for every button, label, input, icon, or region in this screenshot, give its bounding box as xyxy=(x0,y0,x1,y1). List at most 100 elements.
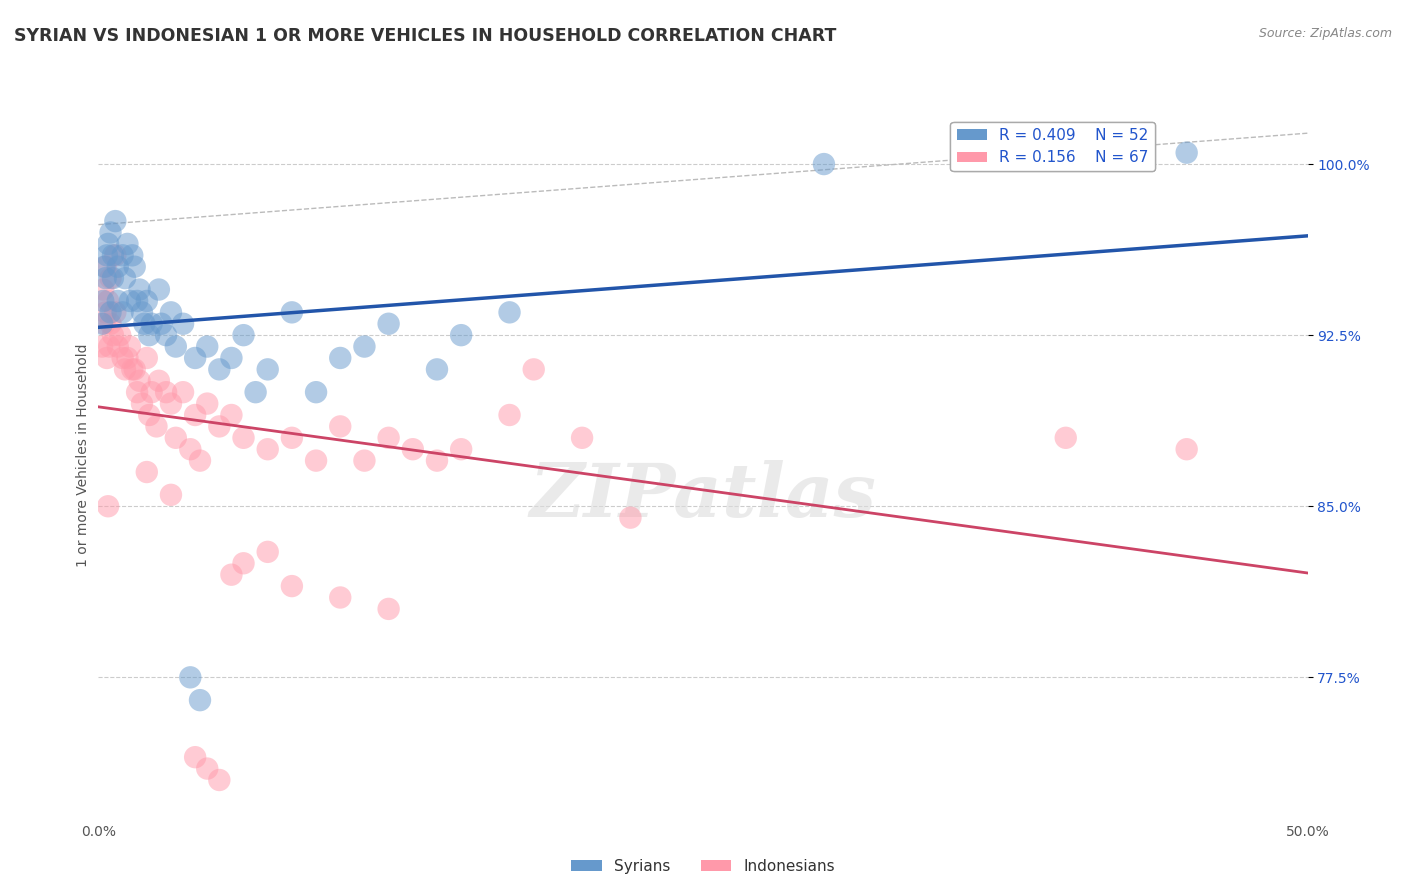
Point xyxy=(96,248,118,262)
Point xyxy=(127,385,149,400)
Point xyxy=(184,351,207,365)
Point xyxy=(100,226,122,240)
Point xyxy=(353,453,375,467)
Point xyxy=(91,283,114,297)
Point xyxy=(111,351,134,365)
Point xyxy=(107,260,129,274)
Point xyxy=(281,579,304,593)
Point xyxy=(124,260,146,274)
Point xyxy=(111,248,134,262)
Point xyxy=(111,305,134,319)
Point xyxy=(98,340,121,354)
Point xyxy=(100,317,122,331)
Point xyxy=(160,396,183,410)
Point xyxy=(124,362,146,376)
Point xyxy=(91,317,114,331)
Point xyxy=(131,396,153,410)
Point xyxy=(131,305,153,319)
Point xyxy=(121,362,143,376)
Point xyxy=(619,510,641,524)
Point xyxy=(121,248,143,262)
Point xyxy=(93,317,115,331)
Point xyxy=(353,340,375,354)
Point xyxy=(329,591,352,605)
Point xyxy=(1054,431,1077,445)
Point xyxy=(94,271,117,285)
Point xyxy=(426,362,449,376)
Point xyxy=(184,408,207,422)
Point xyxy=(141,385,163,400)
Point xyxy=(150,317,173,331)
Legend: R = 0.409    N = 52, R = 0.156    N = 67: R = 0.409 N = 52, R = 0.156 N = 67 xyxy=(950,121,1154,171)
Point xyxy=(165,431,187,445)
Point xyxy=(221,408,243,422)
Point xyxy=(97,500,120,514)
Point xyxy=(305,385,328,400)
Point xyxy=(104,305,127,319)
Point xyxy=(94,260,117,274)
Point xyxy=(450,442,472,457)
Point xyxy=(208,362,231,376)
Point xyxy=(128,374,150,388)
Point xyxy=(117,351,139,365)
Point xyxy=(179,670,201,684)
Point xyxy=(127,293,149,308)
Point xyxy=(184,750,207,764)
Point xyxy=(93,260,115,274)
Point xyxy=(101,271,124,285)
Point xyxy=(256,362,278,376)
Point xyxy=(108,328,131,343)
Point xyxy=(377,602,399,616)
Point xyxy=(94,305,117,319)
Point xyxy=(91,293,114,308)
Text: Source: ZipAtlas.com: Source: ZipAtlas.com xyxy=(1258,27,1392,40)
Point xyxy=(195,762,218,776)
Point xyxy=(96,351,118,365)
Point xyxy=(232,431,254,445)
Point xyxy=(135,351,157,365)
Text: SYRIAN VS INDONESIAN 1 OR MORE VEHICLES IN HOUSEHOLD CORRELATION CHART: SYRIAN VS INDONESIAN 1 OR MORE VEHICLES … xyxy=(14,27,837,45)
Point xyxy=(450,328,472,343)
Point xyxy=(1175,442,1198,457)
Text: 50.0%: 50.0% xyxy=(1285,825,1330,839)
Point xyxy=(571,431,593,445)
Point xyxy=(498,305,520,319)
Point xyxy=(148,283,170,297)
Point xyxy=(138,328,160,343)
Point xyxy=(118,340,141,354)
Point xyxy=(523,362,546,376)
Point xyxy=(101,328,124,343)
Point xyxy=(100,271,122,285)
Y-axis label: 1 or more Vehicles in Household: 1 or more Vehicles in Household xyxy=(76,343,90,566)
Point xyxy=(498,408,520,422)
Point xyxy=(172,317,194,331)
Point xyxy=(813,157,835,171)
Point xyxy=(135,293,157,308)
Point xyxy=(160,305,183,319)
Point xyxy=(128,283,150,297)
Point xyxy=(305,453,328,467)
Point xyxy=(245,385,267,400)
Point xyxy=(141,317,163,331)
Point xyxy=(114,271,136,285)
Point xyxy=(232,328,254,343)
Point xyxy=(135,465,157,479)
Point xyxy=(256,545,278,559)
Text: ZIPatlas: ZIPatlas xyxy=(530,460,876,533)
Point xyxy=(117,236,139,251)
Point xyxy=(134,317,156,331)
Point xyxy=(402,442,425,457)
Point xyxy=(165,340,187,354)
Point xyxy=(329,419,352,434)
Point xyxy=(155,385,177,400)
Point xyxy=(97,236,120,251)
Point xyxy=(232,556,254,570)
Point xyxy=(195,340,218,354)
Point xyxy=(91,340,114,354)
Point xyxy=(97,293,120,308)
Point xyxy=(172,385,194,400)
Point xyxy=(188,693,211,707)
Point xyxy=(188,453,211,467)
Point xyxy=(104,214,127,228)
Point xyxy=(329,351,352,365)
